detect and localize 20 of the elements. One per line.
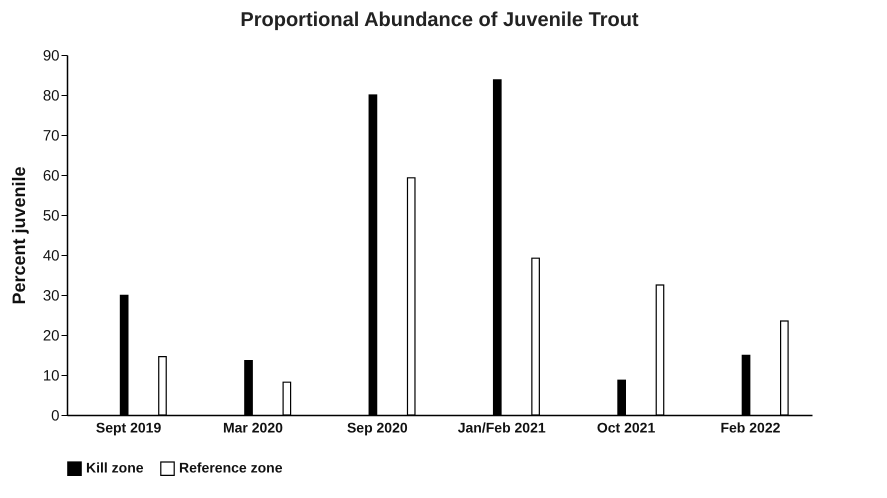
chart-title: Proportional Abundance of Juvenile Trout (240, 9, 639, 31)
x-tick-label: Oct 2021 (596, 420, 656, 436)
x-tick-label: Sep 2020 (346, 420, 408, 436)
y-tick-label: 50 (42, 208, 60, 224)
x-tick-label: Feb 2022 (720, 420, 781, 436)
y-tick-label: 0 (51, 408, 60, 424)
y-tick-label: 60 (42, 168, 60, 184)
x-tick-label: Sept 2019 (96, 420, 162, 436)
y-tick-label: 80 (42, 88, 60, 104)
y-tick-label: 40 (42, 248, 60, 264)
y-tick-label: 90 (42, 48, 60, 64)
y-tick-label: 10 (42, 368, 60, 384)
y-tick-label: 70 (42, 128, 60, 144)
legend-label: Kill zone (86, 460, 144, 476)
y-tick-label: 20 (42, 328, 60, 344)
y-axis-title: Percent juvenile (8, 166, 29, 305)
x-tick-label: Mar 2020 (222, 420, 284, 436)
x-tick-label: Jan/Feb 2021 (458, 420, 546, 436)
legend-label: Reference zone (179, 460, 283, 476)
y-tick-label: 30 (42, 288, 60, 304)
